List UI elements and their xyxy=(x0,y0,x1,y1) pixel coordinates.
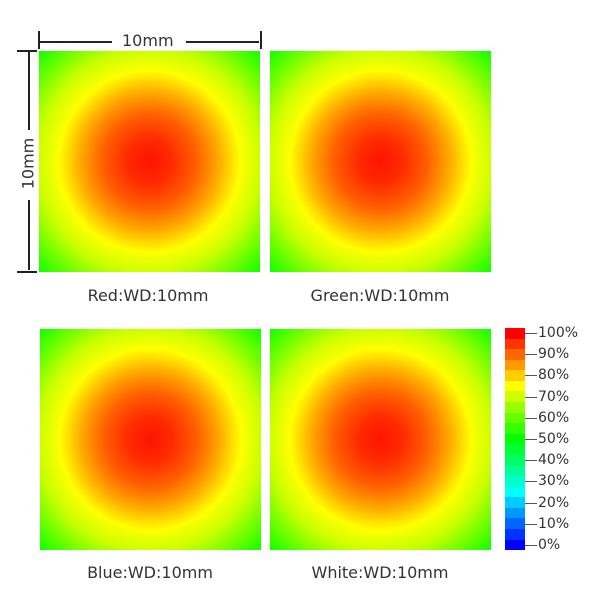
colorbar-tick-label: 20% xyxy=(538,494,570,511)
colorbar-segment xyxy=(505,338,525,350)
colorbar-segment xyxy=(505,507,525,519)
colorbar-tick-label: 70% xyxy=(538,388,570,405)
colorbar-segment xyxy=(505,423,525,434)
heatmap-red xyxy=(39,51,260,272)
height-label: 10mm xyxy=(18,137,38,190)
colorbar xyxy=(505,328,525,551)
dimension-tick-right xyxy=(260,31,262,49)
colorbar-segment xyxy=(505,380,525,392)
colorbar-tick-label: 90% xyxy=(538,346,570,363)
heatmap-white xyxy=(270,329,491,550)
colorbar-segment xyxy=(505,433,525,445)
width-label: 10mm xyxy=(122,31,174,50)
colorbar-tick xyxy=(525,333,537,334)
colorbar-segment xyxy=(505,370,525,381)
colorbar-tick-label: 0% xyxy=(538,537,561,553)
dimension-tick-left xyxy=(38,31,40,49)
colorbar-tick xyxy=(525,460,537,462)
heatmap-green xyxy=(270,51,491,272)
dimension-tick-top xyxy=(17,50,37,52)
colorbar-segment xyxy=(505,465,525,477)
colorbar-segment xyxy=(505,328,525,339)
height-arrow-top xyxy=(28,52,30,130)
panel-label-blue: Blue:WD:10mm xyxy=(87,563,213,582)
colorbar-tick xyxy=(525,396,537,398)
colorbar-tick-label: 10% xyxy=(538,515,570,532)
colorbar-tick-label: 80% xyxy=(538,367,570,384)
colorbar-tick-label: 40% xyxy=(538,452,570,469)
panel-label-green: Green:WD:10mm xyxy=(310,286,450,305)
colorbar-tick-label: 30% xyxy=(538,473,570,490)
colorbar-tick xyxy=(525,375,537,377)
colorbar-tick xyxy=(525,523,537,525)
colorbar-tick xyxy=(525,417,537,419)
colorbar-tick-label: 60% xyxy=(538,409,570,426)
dimension-tick-bottom xyxy=(17,271,37,273)
panel-label-red: Red:WD:10mm xyxy=(87,286,209,305)
colorbar-segment xyxy=(505,497,525,508)
colorbar-segment xyxy=(505,412,525,424)
colorbar-tick xyxy=(525,545,537,546)
colorbar-segment xyxy=(505,476,525,487)
colorbar-segment xyxy=(505,402,525,413)
colorbar-segment xyxy=(505,391,525,403)
heatmap-blue xyxy=(40,329,261,550)
colorbar-segment xyxy=(505,518,525,529)
colorbar-segment xyxy=(505,349,525,360)
colorbar-segment xyxy=(505,528,525,540)
colorbar-tick-label: 100% xyxy=(538,325,579,341)
colorbar-tick-label: 50% xyxy=(538,431,570,447)
colorbar-tick xyxy=(525,354,537,356)
colorbar-segment xyxy=(505,486,525,498)
colorbar-segment xyxy=(505,454,525,466)
height-arrow-bottom xyxy=(28,200,30,270)
panel-label-white: White:WD:10mm xyxy=(311,563,449,582)
colorbar-segment xyxy=(505,359,525,371)
width-arrow-right xyxy=(186,41,259,43)
colorbar-segment xyxy=(505,539,525,551)
colorbar-segment xyxy=(505,444,525,455)
colorbar-tick xyxy=(525,502,537,504)
colorbar-tick xyxy=(525,439,537,440)
colorbar-tick xyxy=(525,481,537,483)
width-arrow-left xyxy=(40,41,112,43)
